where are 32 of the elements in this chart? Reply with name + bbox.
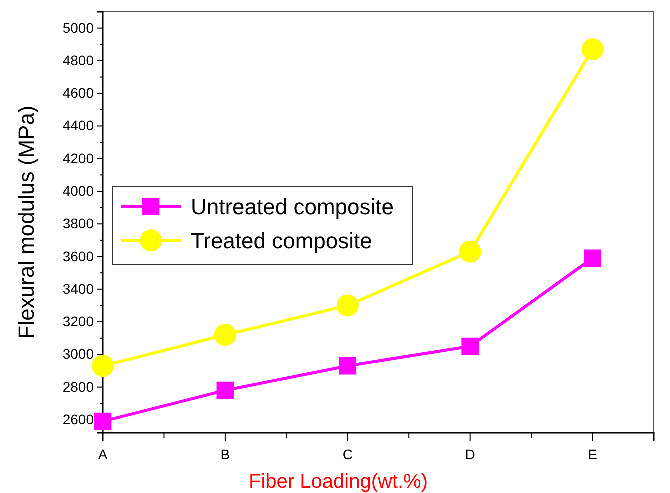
- y-tick-label: 4200: [62, 150, 94, 166]
- point: [584, 250, 602, 268]
- point: [339, 357, 357, 375]
- x-tick-label: E: [588, 446, 598, 462]
- point: [214, 324, 236, 346]
- y-axis-title: Flexural modulus (MPa): [14, 106, 39, 340]
- point: [582, 38, 604, 61]
- legend-label: Treated composite: [191, 228, 372, 254]
- x-axis-title: Fiber Loading(wt.%): [249, 471, 428, 493]
- x-tick-label: D: [465, 446, 476, 462]
- point: [336, 294, 359, 317]
- point: [92, 355, 114, 378]
- y-tick-label: 2800: [62, 378, 94, 395]
- y-tick-label: 4600: [62, 85, 94, 102]
- legend-label: Untreated composite: [191, 194, 394, 220]
- point: [94, 412, 112, 430]
- y-tick-label: 3200: [62, 314, 94, 330]
- y-tick-label: 3000: [62, 346, 94, 362]
- x-tick-label: B: [220, 446, 230, 462]
- y-tick-label: 4400: [62, 118, 94, 134]
- x-tick-label: A: [98, 446, 108, 462]
- y-tick-label: 5000: [62, 20, 94, 36]
- y-tick-label: 2600: [62, 411, 94, 428]
- y-tick-label: 4000: [62, 182, 94, 199]
- y-tick-label: 3600: [62, 248, 94, 264]
- y-tick-label: 3400: [62, 280, 94, 297]
- y-tick-label: 4800: [62, 52, 94, 68]
- point: [459, 240, 482, 263]
- point: [462, 338, 479, 356]
- x-tick-label: C: [342, 446, 353, 462]
- point: [216, 382, 234, 400]
- y-tick-label: 3800: [62, 216, 94, 232]
